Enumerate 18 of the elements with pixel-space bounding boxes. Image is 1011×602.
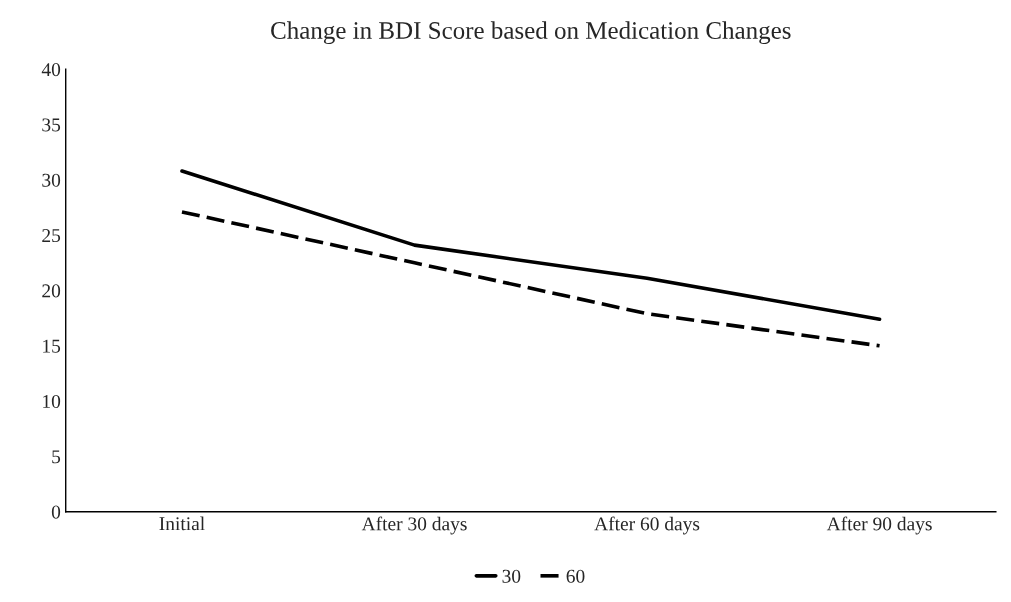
- y-tick-label: 35: [42, 118, 61, 132]
- y-tick-label: 40: [41, 63, 61, 77]
- legend-label: 60: [566, 569, 585, 583]
- y-tick-label: 10: [43, 394, 61, 409]
- y-tick-label: 15: [43, 339, 61, 353]
- y-tick-label: 20: [42, 284, 61, 298]
- line-series: [180, 210, 882, 348]
- chart-title: Change in BDI Score based on Medication Changes: [271, 21, 791, 45]
- y-tick-label: 25: [42, 229, 61, 243]
- line-series: [180, 169, 882, 322]
- y-tick-label: 30: [42, 173, 61, 187]
- y-tick-label: 0: [51, 505, 61, 519]
- x-tick-label: After 60 days: [594, 516, 700, 535]
- y-tick-label: 5: [52, 450, 61, 464]
- legend-label: 30: [502, 569, 521, 583]
- x-tick-label: Initial: [159, 516, 205, 531]
- x-tick-label: After 90 days: [826, 516, 932, 535]
- x-tick-label: After 30 days: [361, 516, 467, 535]
